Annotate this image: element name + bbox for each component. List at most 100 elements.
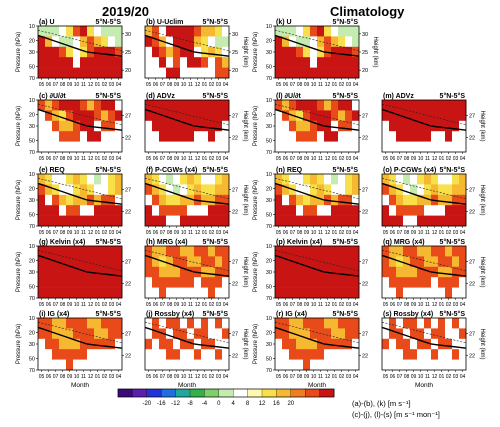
heatmap-cell-q [438, 256, 446, 268]
heatmap-cell-b [194, 36, 202, 48]
heatmap-cell-h [166, 277, 174, 288]
heatmap-cell-a [52, 26, 60, 37]
heatmap-cell-m [438, 141, 446, 153]
heatmap-cell-e [115, 194, 123, 206]
p-tick-label-k: 20 [266, 39, 272, 45]
x-tick-label-i: 04 [116, 374, 122, 380]
heatmap-cell-b [159, 67, 167, 79]
heatmap-cell-n [310, 184, 318, 196]
heatmap-cell-d [208, 131, 216, 142]
z-tick-label-b: 25 [232, 50, 238, 56]
heatmap-cell-b [194, 26, 202, 37]
heatmap-cell-m [389, 141, 397, 153]
heatmap-cell-i [59, 359, 67, 371]
heatmap-cell-g [87, 287, 95, 299]
heatmap-cell-f [173, 174, 181, 185]
heatmap-cell-b [145, 57, 153, 68]
heatmap-cell-l [331, 120, 339, 132]
heatmap-cell-c [94, 110, 102, 122]
heatmap-cell-c [101, 131, 109, 142]
heatmap-cell-d [159, 131, 167, 142]
heatmap-cell-a [94, 46, 102, 58]
x-tick-label-g: 09 [67, 302, 73, 308]
x-tick-label-n: 08 [297, 230, 303, 236]
x-tick-label-c: 12 [88, 156, 94, 162]
heatmap-cell-q [424, 287, 432, 299]
heatmap-cell-n [310, 194, 318, 206]
heatmap-cell-m [438, 110, 446, 122]
heatmap-cell-f [180, 215, 188, 227]
heatmap-cell-l [331, 110, 339, 122]
heatmap-cell-g [108, 256, 116, 268]
heatmap-cell-g [115, 277, 123, 288]
heatmap-cell-p [317, 277, 325, 288]
zero-wind-line-e [37, 182, 123, 205]
y-axis-label-e: Pressure (hPa) [16, 180, 22, 220]
colorbar-swatch [247, 388, 263, 398]
heatmap-cell-r [331, 318, 339, 329]
heatmap-cell-e [66, 174, 74, 185]
heatmap-cell-o [417, 205, 425, 216]
heatmap-cell-l [310, 110, 318, 122]
heatmap-cell-g [52, 277, 60, 288]
heatmap-cell-i [94, 338, 102, 350]
heatmap-cell-l [296, 110, 304, 122]
heatmap-cell-s [438, 338, 446, 350]
heatmap-cell-h [194, 246, 202, 257]
heatmap-cell-p [352, 246, 360, 257]
heatmap-cell-k [345, 57, 353, 68]
zero-wind-line-j [144, 326, 230, 349]
heatmap-cell-j [166, 349, 174, 360]
heatmap-cell-m [431, 141, 439, 153]
heatmap-cell-o [396, 215, 404, 227]
heatmap-cell-k [296, 26, 304, 37]
heatmap-cell-m [389, 110, 397, 122]
heatmap-cell-d [173, 120, 181, 132]
x-tick-label-o: 10 [418, 230, 424, 236]
colorbar-swatch [290, 388, 306, 398]
heatmap-cell-q [431, 256, 439, 268]
heatmap-cell-h [208, 246, 216, 257]
heatmap-cell-s [410, 349, 418, 360]
heatmap-cell-p [275, 287, 283, 299]
heatmap-cell-l [310, 131, 318, 142]
heatmap-cell-d [180, 110, 188, 122]
dashed-contour-e [37, 177, 123, 200]
heatmap-cell-k [303, 36, 311, 48]
p-tick-label-r: 20 [266, 331, 272, 337]
heatmap-cell-j [187, 359, 195, 371]
x-tick-label-p: 05 [276, 302, 282, 308]
heatmap-cell-o [417, 194, 425, 206]
heatmap-cell-e [73, 205, 81, 216]
heatmap-cell-n [324, 174, 332, 185]
heatmap-cell-e [87, 184, 95, 196]
heatmap-cell-a [59, 57, 67, 68]
heatmap-cell-m [452, 131, 460, 142]
heatmap-cell-e [38, 215, 46, 227]
heatmap-cell-q [410, 266, 418, 278]
heatmap-cell-g [59, 246, 67, 257]
p-tick-label-n: 70 [266, 224, 272, 230]
x-tick-label-i: 02 [102, 374, 108, 380]
heatmap-cell-s [396, 338, 404, 350]
heatmap-cell-a [108, 67, 116, 79]
heatmap-cell-b [187, 46, 195, 58]
heatmap-cell-b [173, 67, 181, 79]
heatmap-cell-k [331, 57, 339, 68]
heatmap-cell-g [73, 266, 81, 278]
heatmap-cell-i [87, 318, 95, 329]
heatmap-cell-m [438, 131, 446, 142]
heatmap-cell-f [166, 205, 174, 216]
heatmap-cell-d [208, 141, 216, 153]
heatmap-cell-l [296, 141, 304, 153]
x-tick-label-a: 08 [60, 82, 66, 88]
heatmap-cell-r [296, 349, 304, 360]
x-tick-label-c: 05 [39, 156, 45, 162]
heatmap-cell-j [159, 349, 167, 360]
heatmap-cell-f [145, 215, 153, 227]
z-tick-label-s: 22 [469, 353, 475, 359]
p-tick-label-e: 50 [29, 213, 35, 219]
heatmap-cell-f [222, 215, 230, 227]
colorbar-tick-label: 20 [287, 401, 294, 407]
dashed-contour-l [274, 103, 360, 126]
